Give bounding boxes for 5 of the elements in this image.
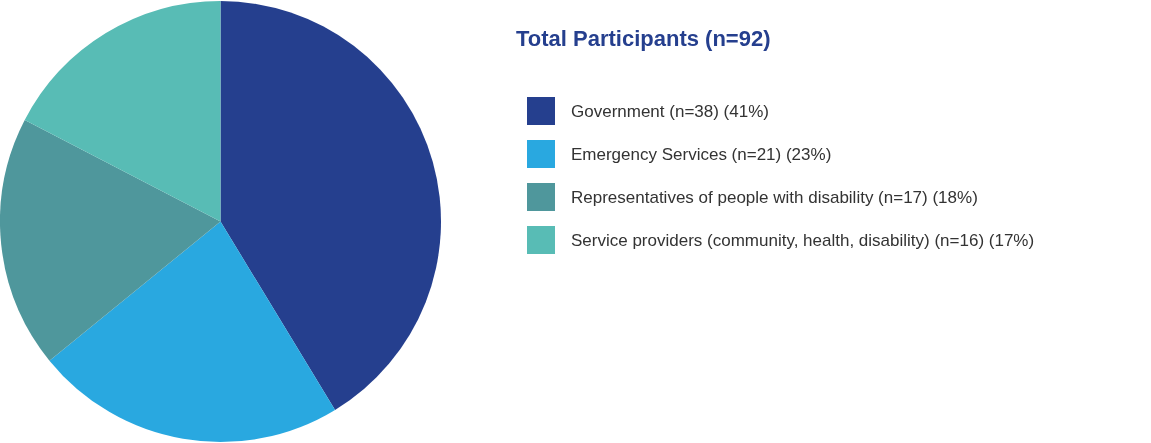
legend-label: Government (n=38) (41%) xyxy=(571,101,769,121)
legend-label: Representatives of people with disability (n=17) (18%) xyxy=(571,187,978,207)
legend-label: Service providers (community, health, disability) (n=16) (17%) xyxy=(571,230,1035,250)
legend-label: Emergency Services (n=21) (23%) xyxy=(571,144,832,164)
text: Total Participants (n=92) xyxy=(516,26,771,52)
